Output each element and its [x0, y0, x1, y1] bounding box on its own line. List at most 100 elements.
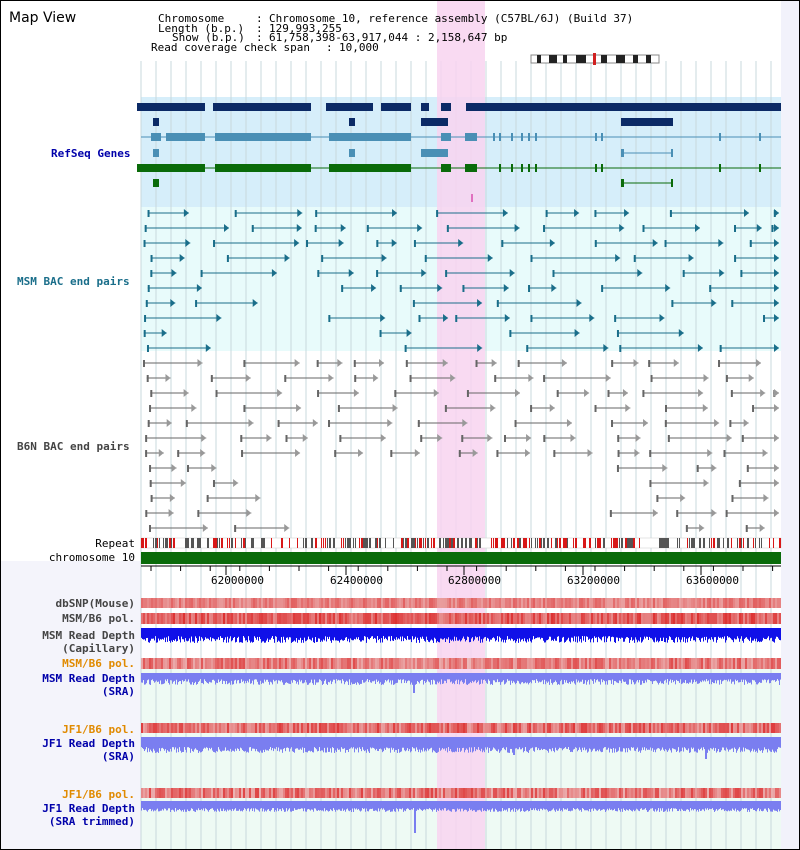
depth-bar	[275, 737, 276, 750]
heat-cell	[473, 658, 475, 669]
depth-bar	[519, 737, 520, 748]
heat-cell	[759, 658, 761, 669]
depth-bar	[335, 737, 336, 751]
repeat-mark	[629, 538, 631, 548]
depth-bar	[569, 801, 570, 811]
heat-cell	[363, 723, 365, 733]
depth-bar	[488, 801, 489, 811]
depth-bar	[733, 673, 734, 682]
depth-bar	[381, 737, 382, 750]
depth-bar	[544, 737, 545, 750]
depth-bar	[476, 628, 477, 638]
heat-cell	[181, 598, 183, 608]
depth-bar	[167, 737, 168, 751]
heat-cell	[421, 613, 423, 624]
depth-bar	[205, 628, 206, 638]
heat-cell	[341, 723, 343, 733]
depth-bar	[268, 628, 269, 643]
heat-cell	[215, 613, 217, 624]
bac-end	[455, 315, 458, 322]
depth-bar	[415, 628, 416, 637]
depth-bar	[237, 801, 238, 811]
heat-cell	[407, 658, 409, 669]
heat-cell	[631, 658, 633, 669]
depth-bar	[266, 673, 267, 680]
depth-bar	[228, 737, 229, 751]
bac-end	[321, 255, 324, 262]
depth-bar	[310, 628, 311, 640]
label-chromosome[interactable]: chromosome 10	[48, 551, 135, 564]
depth-bar	[329, 801, 330, 812]
heat-cell	[697, 598, 699, 608]
depth-bar	[255, 737, 256, 752]
label-repeat[interactable]: Repeat	[95, 537, 135, 550]
heat-cell	[559, 598, 561, 608]
heat-cell	[235, 613, 237, 624]
depth-bar	[533, 673, 534, 681]
label-refseq-genes[interactable]: RefSeq Genes	[51, 147, 131, 160]
depth-bar	[375, 801, 376, 811]
depth-bar	[767, 673, 768, 681]
depth-bar	[537, 801, 538, 811]
depth-bar	[153, 628, 154, 639]
heat-cell	[691, 598, 693, 608]
depth-bar	[451, 737, 452, 752]
depth-bar	[416, 737, 417, 748]
bac-end-arrow	[197, 359, 203, 367]
depth-bar	[698, 801, 699, 812]
label-msm-bac[interactable]: MSM BAC end pairs	[17, 275, 130, 288]
depth-bar	[189, 673, 190, 683]
heat-cell	[489, 613, 491, 624]
depth-bar	[192, 673, 193, 683]
label-b6n-bac[interactable]: B6N BAC end pairs	[17, 440, 130, 453]
heat-cell	[557, 658, 559, 669]
label-dbsnp[interactable]: dbSNP(Mouse)	[55, 597, 135, 610]
depth-bar	[251, 673, 252, 684]
depth-bar	[692, 737, 693, 749]
heat-cell	[477, 613, 479, 624]
heat-cell	[743, 723, 745, 733]
depth-bar	[261, 801, 262, 809]
bac-end	[741, 435, 744, 442]
depth-bar	[615, 673, 616, 682]
depth-bar	[678, 628, 679, 638]
depth-bar	[246, 673, 247, 684]
depth-bar	[491, 628, 492, 640]
heat-cell	[371, 658, 373, 669]
bac-end-arrow	[417, 224, 423, 232]
heat-cell	[757, 613, 759, 624]
depth-bar	[676, 737, 677, 753]
heat-cell	[705, 788, 707, 798]
depth-bar	[299, 673, 300, 680]
heat-cell	[203, 788, 205, 798]
depth-bar	[315, 673, 316, 685]
depth-bar	[195, 801, 196, 812]
heat-cell	[425, 788, 427, 798]
depth-bar	[778, 801, 779, 810]
heat-cell	[515, 788, 517, 798]
depth-bar	[186, 673, 187, 682]
heat-cell	[761, 598, 763, 608]
heat-cell	[213, 788, 215, 798]
heat-cell	[391, 598, 393, 608]
depth-bar	[610, 628, 611, 642]
depth-bar	[764, 628, 765, 639]
heat-cell	[579, 658, 581, 669]
heat-cell	[163, 598, 165, 608]
heat-cell	[533, 658, 535, 669]
depth-bar	[143, 628, 144, 640]
depth-bar	[425, 673, 426, 683]
label-msm-b6-pol[interactable]: MSM/B6 pol.	[62, 612, 135, 625]
depth-bar	[481, 737, 482, 749]
depth-bar	[249, 628, 250, 641]
heat-cell	[467, 613, 469, 624]
depth-bar	[233, 737, 234, 751]
heat-cell	[183, 598, 185, 608]
label-msm-depth-cap[interactable]: MSM Read Depth	[42, 629, 135, 642]
heat-cell	[699, 723, 701, 733]
depth-bar	[542, 801, 543, 811]
depth-bar	[538, 801, 539, 810]
heat-cell	[535, 613, 537, 624]
heat-cell	[297, 658, 299, 669]
